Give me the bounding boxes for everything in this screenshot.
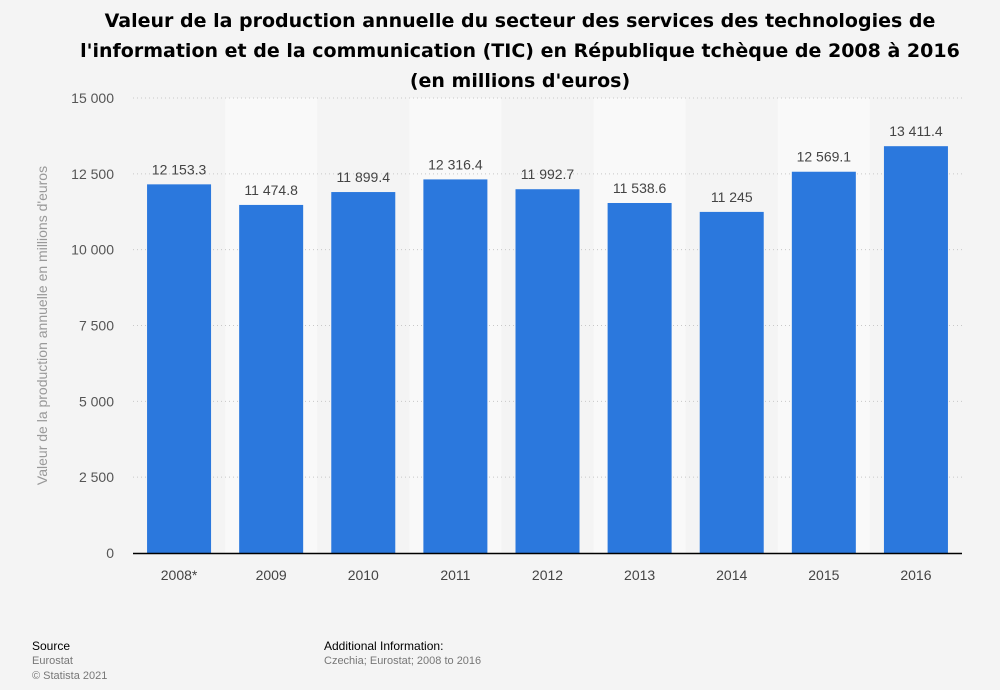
bar <box>607 202 672 554</box>
x-tick-label: 2016 <box>900 567 931 583</box>
bar <box>883 146 948 553</box>
x-tick-label: 2009 <box>256 567 287 583</box>
bar <box>423 179 488 553</box>
y-axis-ticks: 0 2 500 5 000 7 500 10 000 12 500 15 000 <box>71 90 114 561</box>
copyright-text: © Statista 2021 <box>32 670 108 682</box>
value-label: 11 245 <box>711 189 753 205</box>
y-tick-label: 7 500 <box>79 318 114 334</box>
source-block: Source Eurostat © Statista 2021 <box>32 639 107 684</box>
y-tick-label: 0 <box>106 545 114 561</box>
y-tick-label: 15 000 <box>71 90 114 106</box>
value-label: 13 411.4 <box>889 123 943 139</box>
value-label: 11 992.7 <box>521 166 575 182</box>
value-label: 12 153.3 <box>152 161 207 177</box>
bars <box>147 146 948 554</box>
value-label: 11 538.6 <box>613 180 667 196</box>
additional-info-heading: Additional Information: <box>324 639 444 653</box>
source-text: Eurostat <box>32 655 73 667</box>
bar <box>699 211 764 553</box>
value-label: 11 899.4 <box>337 169 391 185</box>
additional-info-block: Additional Information: Czechia; Eurosta… <box>324 639 481 669</box>
value-labels: 12 153.3 11 474.8 11 899.4 12 316.4 11 992.7… <box>152 123 943 205</box>
bar <box>147 184 212 553</box>
x-tick-label: 2015 <box>808 567 839 583</box>
value-label: 11 474.8 <box>244 182 298 198</box>
y-axis-label: Valeur de la production annuelle en mill… <box>34 166 50 485</box>
x-tick-label: 2013 <box>624 567 655 583</box>
source-heading: Source <box>32 639 71 653</box>
y-tick-label: 10 000 <box>71 242 114 258</box>
bar <box>791 171 856 553</box>
x-tick-label: 2011 <box>440 567 470 583</box>
x-axis-ticks: 2008* 2009 2010 2011 2012 2013 2014 2015 2016 <box>161 567 932 583</box>
x-tick-label: 2008* <box>161 567 198 583</box>
y-tick-label: 5 000 <box>79 393 114 409</box>
bar <box>239 204 304 553</box>
y-tick-label: 12 500 <box>71 166 114 182</box>
chart-title: Valeur de la production annuelle du sect… <box>80 10 960 92</box>
value-label: 12 569.1 <box>797 149 852 165</box>
x-tick-label: 2012 <box>532 567 563 583</box>
value-label: 12 316.4 <box>428 156 483 172</box>
bar <box>515 189 580 553</box>
x-tick-label: 2014 <box>716 567 747 583</box>
x-tick-label: 2010 <box>348 567 379 583</box>
additional-info-text: Czechia; Eurostat; 2008 to 2016 <box>324 655 482 667</box>
y-tick-label: 2 500 <box>79 469 114 485</box>
bar <box>331 192 396 554</box>
